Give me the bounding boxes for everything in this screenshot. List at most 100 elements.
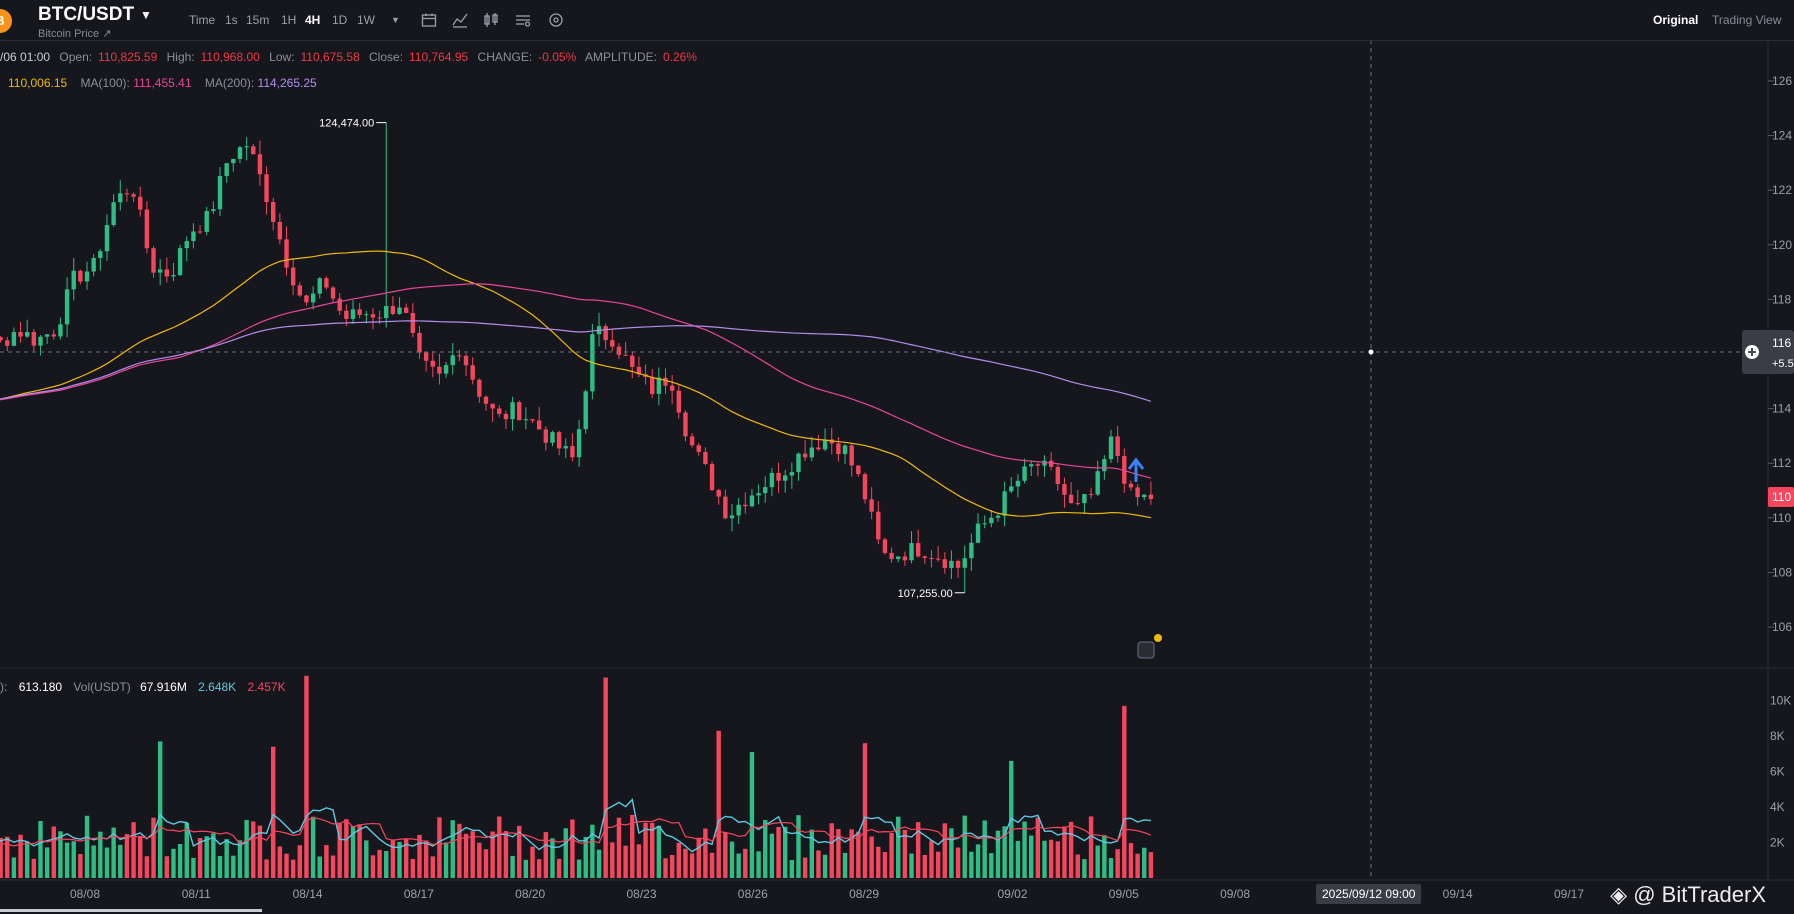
volume-bar <box>497 816 502 878</box>
candle <box>197 231 203 233</box>
volume-bar <box>749 752 755 878</box>
volume-bar <box>517 825 522 878</box>
caret-down-icon[interactable]: ▼ <box>140 8 152 22</box>
timeframe-more-icon[interactable]: ▼ <box>391 15 400 25</box>
timeframe-1s[interactable]: 1s <box>225 13 238 27</box>
volume-bar <box>1075 854 1080 878</box>
volume-bar <box>397 841 402 878</box>
volume-bar <box>310 816 316 878</box>
close-value: 110,764.95 <box>409 50 469 64</box>
volume-bar <box>882 851 888 878</box>
candle <box>689 436 695 446</box>
gear-icon[interactable] <box>547 11 565 29</box>
candle <box>1115 436 1120 457</box>
open-value: 110,825.59 <box>98 50 158 64</box>
crosshair-price-box <box>1742 330 1794 374</box>
volume-bar <box>144 856 150 878</box>
candle <box>1015 480 1021 487</box>
candle <box>709 463 715 491</box>
volume-bar <box>849 829 854 878</box>
volume-bar <box>949 828 954 878</box>
note-icon[interactable] <box>1137 641 1155 659</box>
low-value: 110,675.58 <box>300 50 360 64</box>
time-tick-label: 08/20 <box>515 887 545 901</box>
volume-bar <box>656 825 662 878</box>
timeframe-time[interactable]: Time <box>189 13 216 27</box>
candle <box>743 504 748 507</box>
candle <box>802 453 808 458</box>
candle <box>24 331 30 337</box>
timeframe-15m[interactable]: 15m <box>246 13 270 27</box>
volume-bar <box>157 741 163 878</box>
candle <box>929 558 934 560</box>
volume-bar <box>11 857 17 878</box>
volume-bar <box>211 833 216 878</box>
candle <box>729 515 735 519</box>
volume-bar <box>523 859 529 878</box>
candle <box>683 412 688 437</box>
timeframe-1w[interactable]: 1W <box>357 13 375 27</box>
volume-bar <box>503 831 509 878</box>
candle <box>397 307 402 314</box>
volume-bar <box>357 824 362 878</box>
timeframe-1h[interactable]: 1H <box>281 13 297 27</box>
candle <box>896 556 901 560</box>
candle <box>177 248 183 276</box>
chart-settings-icon[interactable] <box>514 11 532 29</box>
candle <box>104 225 110 252</box>
timeframe-1d[interactable]: 1D <box>332 13 348 27</box>
chart-header: B BTC/USDT ▼ Bitcoin Price ↗ Time 1s 15m 1H… <box>0 0 1794 41</box>
candle <box>1082 494 1087 504</box>
candle <box>550 432 555 443</box>
pair-title[interactable]: BTC/USDT <box>38 4 135 25</box>
indicator-icon[interactable] <box>451 11 469 29</box>
volume-bar <box>982 820 987 878</box>
volume-bar <box>477 842 482 878</box>
ma200-value: 114,265.25 <box>257 76 317 90</box>
candle <box>982 523 987 525</box>
candle <box>144 209 150 249</box>
candle <box>915 543 921 557</box>
candle <box>337 298 342 311</box>
candle <box>31 331 37 346</box>
time-scrollbar[interactable] <box>0 909 262 912</box>
view-original-button[interactable]: Original <box>1653 13 1699 27</box>
volume-bar <box>1035 817 1041 878</box>
candle <box>224 163 229 177</box>
candle <box>403 307 409 313</box>
volume-legend: ): 613.180 Vol(USDT) 67.916M 2.648K 2.45… <box>0 680 286 694</box>
candle <box>204 211 209 232</box>
candle <box>536 420 542 430</box>
volume-bar <box>5 836 10 878</box>
calendar-icon[interactable] <box>420 11 438 29</box>
candle <box>816 447 821 450</box>
candle <box>370 314 376 318</box>
volume-bar <box>271 746 276 878</box>
volume-bar <box>417 834 422 878</box>
time-tick-label: 08/11 <box>182 887 211 901</box>
time-tick-label: 09/02 <box>997 887 1027 901</box>
volume-bar <box>1148 852 1154 878</box>
candle <box>417 332 422 353</box>
volume-tick-label: 8K <box>1770 729 1785 743</box>
volume-bar <box>676 842 682 878</box>
pair-subtitle[interactable]: Bitcoin Price ↗ <box>38 28 112 40</box>
candle <box>716 490 721 497</box>
candle <box>663 377 668 386</box>
volume-bar <box>58 831 63 878</box>
high-value: 110,968.00 <box>200 50 260 64</box>
candle <box>889 552 894 560</box>
volume-bar <box>1095 845 1100 878</box>
timeframe-4h[interactable]: 4H <box>305 13 321 27</box>
candle <box>138 196 143 210</box>
candle <box>377 317 382 319</box>
candle <box>510 402 515 420</box>
candle <box>410 312 416 333</box>
view-trading-button[interactable]: Trading View <box>1712 13 1782 27</box>
candle-type-icon[interactable] <box>482 11 500 29</box>
candle <box>324 278 329 288</box>
volume-usdt-value: 67.916M <box>140 680 187 694</box>
up-arrow-icon <box>1127 457 1145 482</box>
volume-bar <box>364 840 369 878</box>
